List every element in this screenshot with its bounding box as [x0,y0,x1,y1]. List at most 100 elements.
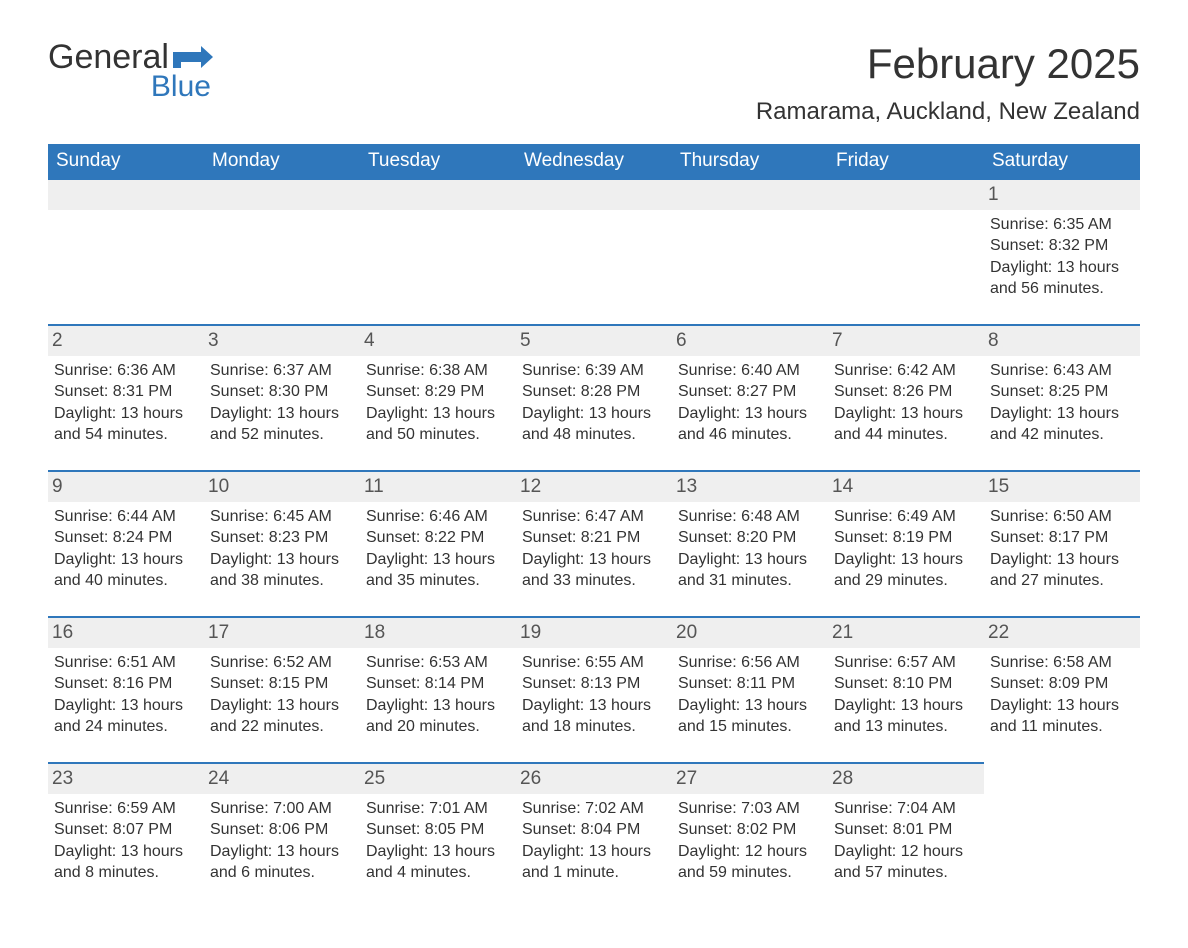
sunset-text: Sunset: 8:14 PM [366,673,510,695]
sunrise-text: Sunrise: 6:39 AM [522,360,666,382]
day-number: 22 [984,616,1140,648]
header: General Blue February 2025 Ramarama, Auc… [48,40,1140,134]
sunset-text: Sunset: 8:30 PM [210,381,354,403]
weekday-header: Wednesday [516,144,672,178]
day-cell: 16Sunrise: 6:51 AMSunset: 8:16 PMDayligh… [48,616,204,762]
sunset-text: Sunset: 8:11 PM [678,673,822,695]
daylight-text: Daylight: 13 hours and 11 minutes. [990,695,1134,738]
day-number: 7 [828,324,984,356]
day-cell: 3Sunrise: 6:37 AMSunset: 8:30 PMDaylight… [204,324,360,470]
day-cell [984,762,1140,908]
daylight-text: Daylight: 12 hours and 57 minutes. [834,841,978,884]
sunrise-text: Sunrise: 7:02 AM [522,798,666,820]
day-number: 16 [48,616,204,648]
week-row: 1 Sunrise: 6:35 AMSunset: 8:32 PMDaylight… [48,178,1140,324]
sunset-text: Sunset: 8:07 PM [54,819,198,841]
day-number: 1 [984,178,1140,210]
logo-text-blue: Blue [48,72,213,102]
logo-flag-icon [173,40,213,74]
daylight-text: Daylight: 13 hours and 50 minutes. [366,403,510,446]
daylight-text: Daylight: 13 hours and 38 minutes. [210,549,354,592]
logo: General Blue [48,40,213,102]
weekday-header: Saturday [984,144,1140,178]
sunset-text: Sunset: 8:02 PM [678,819,822,841]
day-cell [48,178,204,324]
day-number: 19 [516,616,672,648]
sunrise-text: Sunrise: 6:38 AM [366,360,510,382]
weekday-header: Friday [828,144,984,178]
day-number: 12 [516,470,672,502]
day-cell [672,178,828,324]
sunrise-text: Sunrise: 6:45 AM [210,506,354,528]
daylight-text: Daylight: 13 hours and 56 minutes. [990,257,1134,300]
sunset-text: Sunset: 8:19 PM [834,527,978,549]
daylight-text: Daylight: 13 hours and 42 minutes. [990,403,1134,446]
day-cell: 14Sunrise: 6:49 AMSunset: 8:19 PMDayligh… [828,470,984,616]
day-cell: 2Sunrise: 6:36 AMSunset: 8:31 PMDaylight… [48,324,204,470]
daylight-text: Daylight: 13 hours and 35 minutes. [366,549,510,592]
day-cell: 18Sunrise: 6:53 AMSunset: 8:14 PMDayligh… [360,616,516,762]
sunset-text: Sunset: 8:32 PM [990,235,1134,257]
sunset-text: Sunset: 8:26 PM [834,381,978,403]
day-number: 3 [204,324,360,356]
day-number: 11 [360,470,516,502]
day-cell: 17Sunrise: 6:52 AMSunset: 8:15 PMDayligh… [204,616,360,762]
daylight-text: Daylight: 13 hours and 27 minutes. [990,549,1134,592]
day-cell: 9Sunrise: 6:44 AMSunset: 8:24 PMDaylight… [48,470,204,616]
sunrise-text: Sunrise: 6:43 AM [990,360,1134,382]
sunrise-text: Sunrise: 7:01 AM [366,798,510,820]
sunrise-text: Sunrise: 6:57 AM [834,652,978,674]
month-title: February 2025 [756,40,1140,88]
daylight-text: Daylight: 13 hours and 54 minutes. [54,403,198,446]
daylight-text: Daylight: 12 hours and 59 minutes. [678,841,822,884]
sunset-text: Sunset: 8:13 PM [522,673,666,695]
day-number: 26 [516,762,672,794]
day-number: 13 [672,470,828,502]
day-cell: 4Sunrise: 6:38 AMSunset: 8:29 PMDaylight… [360,324,516,470]
sunset-text: Sunset: 8:04 PM [522,819,666,841]
day-number: 6 [672,324,828,356]
day-number: 4 [360,324,516,356]
sunrise-text: Sunrise: 7:03 AM [678,798,822,820]
daylight-text: Daylight: 13 hours and 4 minutes. [366,841,510,884]
day-number: 5 [516,324,672,356]
day-number: 9 [48,470,204,502]
day-number: 17 [204,616,360,648]
weekday-header-row: Sunday Monday Tuesday Wednesday Thursday… [48,144,1140,178]
week-row: 16Sunrise: 6:51 AMSunset: 8:16 PMDayligh… [48,616,1140,762]
daylight-text: Daylight: 13 hours and 20 minutes. [366,695,510,738]
day-cell: 1 Sunrise: 6:35 AMSunset: 8:32 PMDaylight… [984,178,1140,324]
day-cell: 6Sunrise: 6:40 AMSunset: 8:27 PMDaylight… [672,324,828,470]
empty-day [48,178,204,210]
sunset-text: Sunset: 8:21 PM [522,527,666,549]
day-cell: 13Sunrise: 6:48 AMSunset: 8:20 PMDayligh… [672,470,828,616]
sunrise-text: Sunrise: 6:55 AM [522,652,666,674]
day-number: 28 [828,762,984,794]
daylight-text: Daylight: 13 hours and 44 minutes. [834,403,978,446]
sunrise-text: Sunrise: 6:56 AM [678,652,822,674]
logo-text-general: General [48,40,169,74]
sunrise-text: Sunrise: 6:42 AM [834,360,978,382]
day-number: 18 [360,616,516,648]
weekday-header: Sunday [48,144,204,178]
empty-day [360,178,516,210]
sunrise-text: Sunrise: 6:52 AM [210,652,354,674]
day-cell: 24Sunrise: 7:00 AMSunset: 8:06 PMDayligh… [204,762,360,908]
week-row: 9Sunrise: 6:44 AMSunset: 8:24 PMDaylight… [48,470,1140,616]
sunset-text: Sunset: 8:01 PM [834,819,978,841]
sunrise-text: Sunrise: 6:35 AM [990,214,1134,236]
day-cell: 20Sunrise: 6:56 AMSunset: 8:11 PMDayligh… [672,616,828,762]
day-cell: 8Sunrise: 6:43 AMSunset: 8:25 PMDaylight… [984,324,1140,470]
sunset-text: Sunset: 8:09 PM [990,673,1134,695]
day-number: 14 [828,470,984,502]
day-number: 27 [672,762,828,794]
sunrise-text: Sunrise: 6:40 AM [678,360,822,382]
daylight-text: Daylight: 13 hours and 18 minutes. [522,695,666,738]
sunset-text: Sunset: 8:17 PM [990,527,1134,549]
sunrise-text: Sunrise: 6:48 AM [678,506,822,528]
sunrise-text: Sunrise: 6:44 AM [54,506,198,528]
sunset-text: Sunset: 8:22 PM [366,527,510,549]
day-number: 2 [48,324,204,356]
location: Ramarama, Auckland, New Zealand [756,98,1140,126]
day-cell [516,178,672,324]
